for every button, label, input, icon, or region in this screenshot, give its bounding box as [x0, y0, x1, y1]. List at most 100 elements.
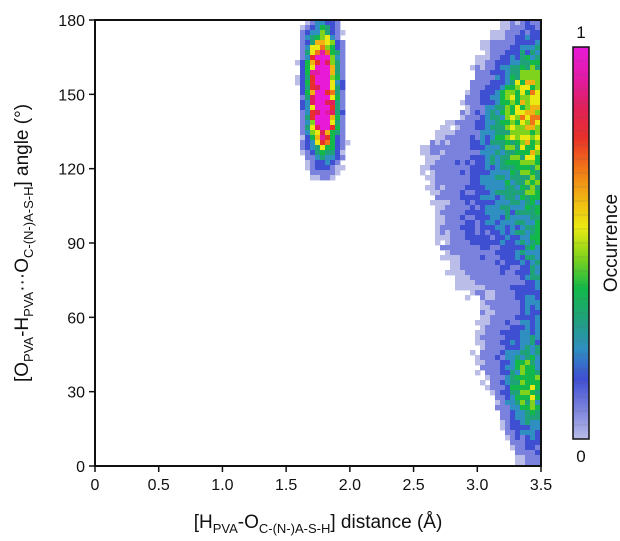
heatmap-cell — [515, 195, 521, 201]
heatmap-cell — [470, 185, 476, 191]
heatmap-cell — [340, 155, 346, 161]
heatmap-cell — [325, 120, 331, 126]
heatmap-cell — [495, 210, 501, 216]
heatmap-cell — [535, 270, 541, 276]
heatmap-cell — [305, 100, 311, 106]
heatmap-cell — [500, 400, 506, 406]
heatmap-cell — [500, 170, 506, 176]
heatmap-cell — [460, 280, 466, 286]
heatmap-cell — [455, 200, 461, 206]
heatmap-cell — [470, 145, 476, 151]
heatmap-cell — [515, 155, 521, 161]
heatmap-cell — [460, 140, 466, 146]
heatmap-cell — [535, 115, 541, 121]
heatmap-cell — [525, 450, 531, 456]
heatmap-cell — [515, 140, 521, 146]
heatmap-cell — [520, 80, 526, 86]
heatmap-cell — [495, 375, 501, 381]
heatmap-cell — [490, 165, 496, 171]
heatmap-cell — [495, 305, 501, 311]
heatmap-cell — [455, 210, 461, 216]
heatmap-cell — [495, 175, 501, 181]
heatmap-cell — [515, 25, 521, 31]
heatmap-cell — [480, 250, 486, 256]
heatmap-cell — [510, 180, 516, 186]
heatmap-cell — [515, 350, 521, 356]
heatmap-cell — [480, 150, 486, 156]
heatmap-cell — [455, 125, 461, 131]
heatmap-cell — [465, 245, 471, 251]
heatmap-cell — [535, 440, 541, 446]
heatmap-cell — [315, 115, 321, 121]
y-tick-label: 150 — [58, 87, 85, 104]
heatmap-cell — [460, 275, 466, 281]
heatmap-cell — [340, 95, 346, 101]
heatmap-cell — [525, 350, 531, 356]
heatmap-cell — [510, 380, 516, 386]
heatmap-cell — [515, 375, 521, 381]
heatmap-cell — [490, 270, 496, 276]
heatmap-cell — [455, 250, 461, 256]
heatmap-cell — [515, 165, 521, 171]
heatmap-cell — [490, 30, 496, 36]
heatmap-cell — [300, 150, 306, 156]
heatmap-cell — [490, 325, 496, 331]
heatmap-cell — [535, 190, 541, 196]
heatmap-cell — [490, 210, 496, 216]
heatmap-cell — [500, 65, 506, 71]
heatmap-cell — [530, 335, 536, 341]
y-tick-label: 30 — [67, 385, 85, 402]
heatmap-cell — [530, 455, 536, 461]
heatmap-cell — [490, 155, 496, 161]
heatmap-cell — [495, 280, 501, 286]
heatmap-cell — [440, 150, 446, 156]
heatmap-cell — [470, 235, 476, 241]
heatmap-cell — [530, 220, 536, 226]
heatmap-cell — [485, 70, 491, 76]
heatmap-cell — [485, 140, 491, 146]
heatmap-cell — [315, 95, 321, 101]
heatmap-cell — [490, 275, 496, 281]
heatmap-cell — [515, 415, 521, 421]
heatmap-cell — [490, 240, 496, 246]
heatmap-cell — [340, 125, 346, 131]
heatmap-cell — [315, 50, 321, 56]
heatmap-cell — [535, 370, 541, 376]
heatmap-cell — [485, 155, 491, 161]
heatmap-cell — [450, 165, 456, 171]
heatmap-cell — [340, 100, 346, 106]
heatmap-cell — [525, 330, 531, 336]
heatmap-cell — [475, 340, 481, 346]
heatmap-cell — [510, 335, 516, 341]
heatmap-cell — [505, 20, 511, 26]
heatmap-cell — [330, 85, 336, 91]
heatmap-cell — [520, 425, 526, 431]
heatmap-cell — [495, 30, 501, 36]
heatmap-cell — [530, 200, 536, 206]
heatmap-cell — [440, 245, 446, 251]
heatmap-cell — [490, 85, 496, 91]
heatmap-cell — [500, 420, 506, 426]
heatmap-cell — [525, 240, 531, 246]
heatmap-cell — [465, 90, 471, 96]
heatmap-cell — [520, 360, 526, 366]
heatmap-cell — [320, 25, 326, 31]
heatmap-cell — [455, 185, 461, 191]
heatmap-cell — [335, 20, 341, 26]
heatmap-cell — [520, 75, 526, 81]
heatmap-cell — [445, 165, 451, 171]
heatmap-cell — [335, 135, 341, 141]
heatmap-cell — [495, 395, 501, 401]
heatmap-cell — [530, 105, 536, 111]
heatmap-cell — [520, 305, 526, 311]
heatmap-cell — [505, 435, 511, 441]
heatmap-cell — [300, 70, 306, 76]
heatmap-cell — [445, 170, 451, 176]
heatmap-cell — [435, 180, 441, 186]
heatmap-cell — [510, 220, 516, 226]
heatmap-cell — [495, 205, 501, 211]
heatmap-cell — [525, 370, 531, 376]
heatmap-cell — [500, 40, 506, 46]
heatmap-cell — [455, 130, 461, 136]
heatmap-cell — [535, 345, 541, 351]
